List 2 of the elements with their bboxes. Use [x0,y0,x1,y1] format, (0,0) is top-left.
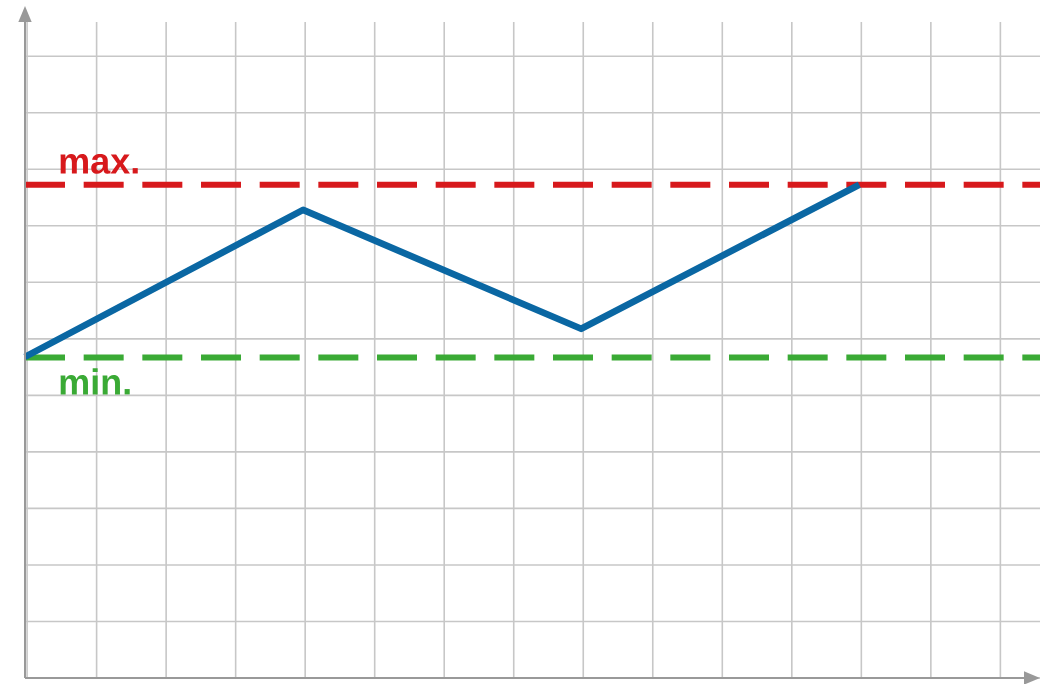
ref-line-label: max. [60,154,138,174]
ref-line-label: min. [60,368,130,395]
